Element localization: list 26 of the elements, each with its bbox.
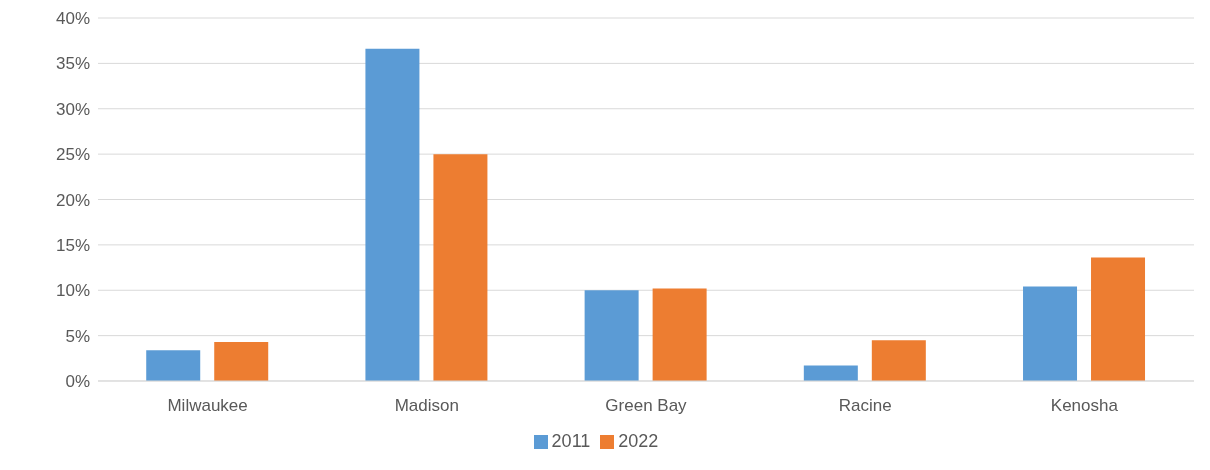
bar bbox=[1091, 257, 1146, 381]
y-tick-label: 0% bbox=[65, 372, 90, 392]
x-tick-label: Milwaukee bbox=[167, 396, 248, 416]
bar bbox=[584, 290, 639, 381]
bar bbox=[214, 341, 269, 381]
x-tick-label: Madison bbox=[394, 396, 459, 416]
bar bbox=[803, 365, 858, 381]
x-tick-label: Green Bay bbox=[605, 396, 688, 416]
y-tick-label: 30% bbox=[55, 99, 90, 119]
bar bbox=[652, 288, 707, 381]
x-tick-label: Racine bbox=[838, 396, 892, 416]
legend-label: 2011 bbox=[551, 431, 591, 451]
bar bbox=[871, 340, 926, 381]
y-tick-label: 20% bbox=[55, 190, 90, 210]
y-tick-label: 5% bbox=[65, 326, 90, 346]
bar bbox=[433, 154, 488, 381]
y-tick-label: 15% bbox=[55, 235, 90, 255]
y-tick-label: 40% bbox=[55, 9, 90, 29]
y-tick-label: 35% bbox=[55, 54, 90, 74]
bar bbox=[1023, 286, 1078, 381]
y-tick-label: 25% bbox=[55, 145, 90, 165]
bar bbox=[146, 350, 201, 381]
legend-label: 2022 bbox=[618, 431, 659, 451]
x-tick-label: Kenosha bbox=[1050, 396, 1119, 416]
bar bbox=[365, 48, 420, 381]
y-tick-label: 10% bbox=[55, 281, 90, 301]
